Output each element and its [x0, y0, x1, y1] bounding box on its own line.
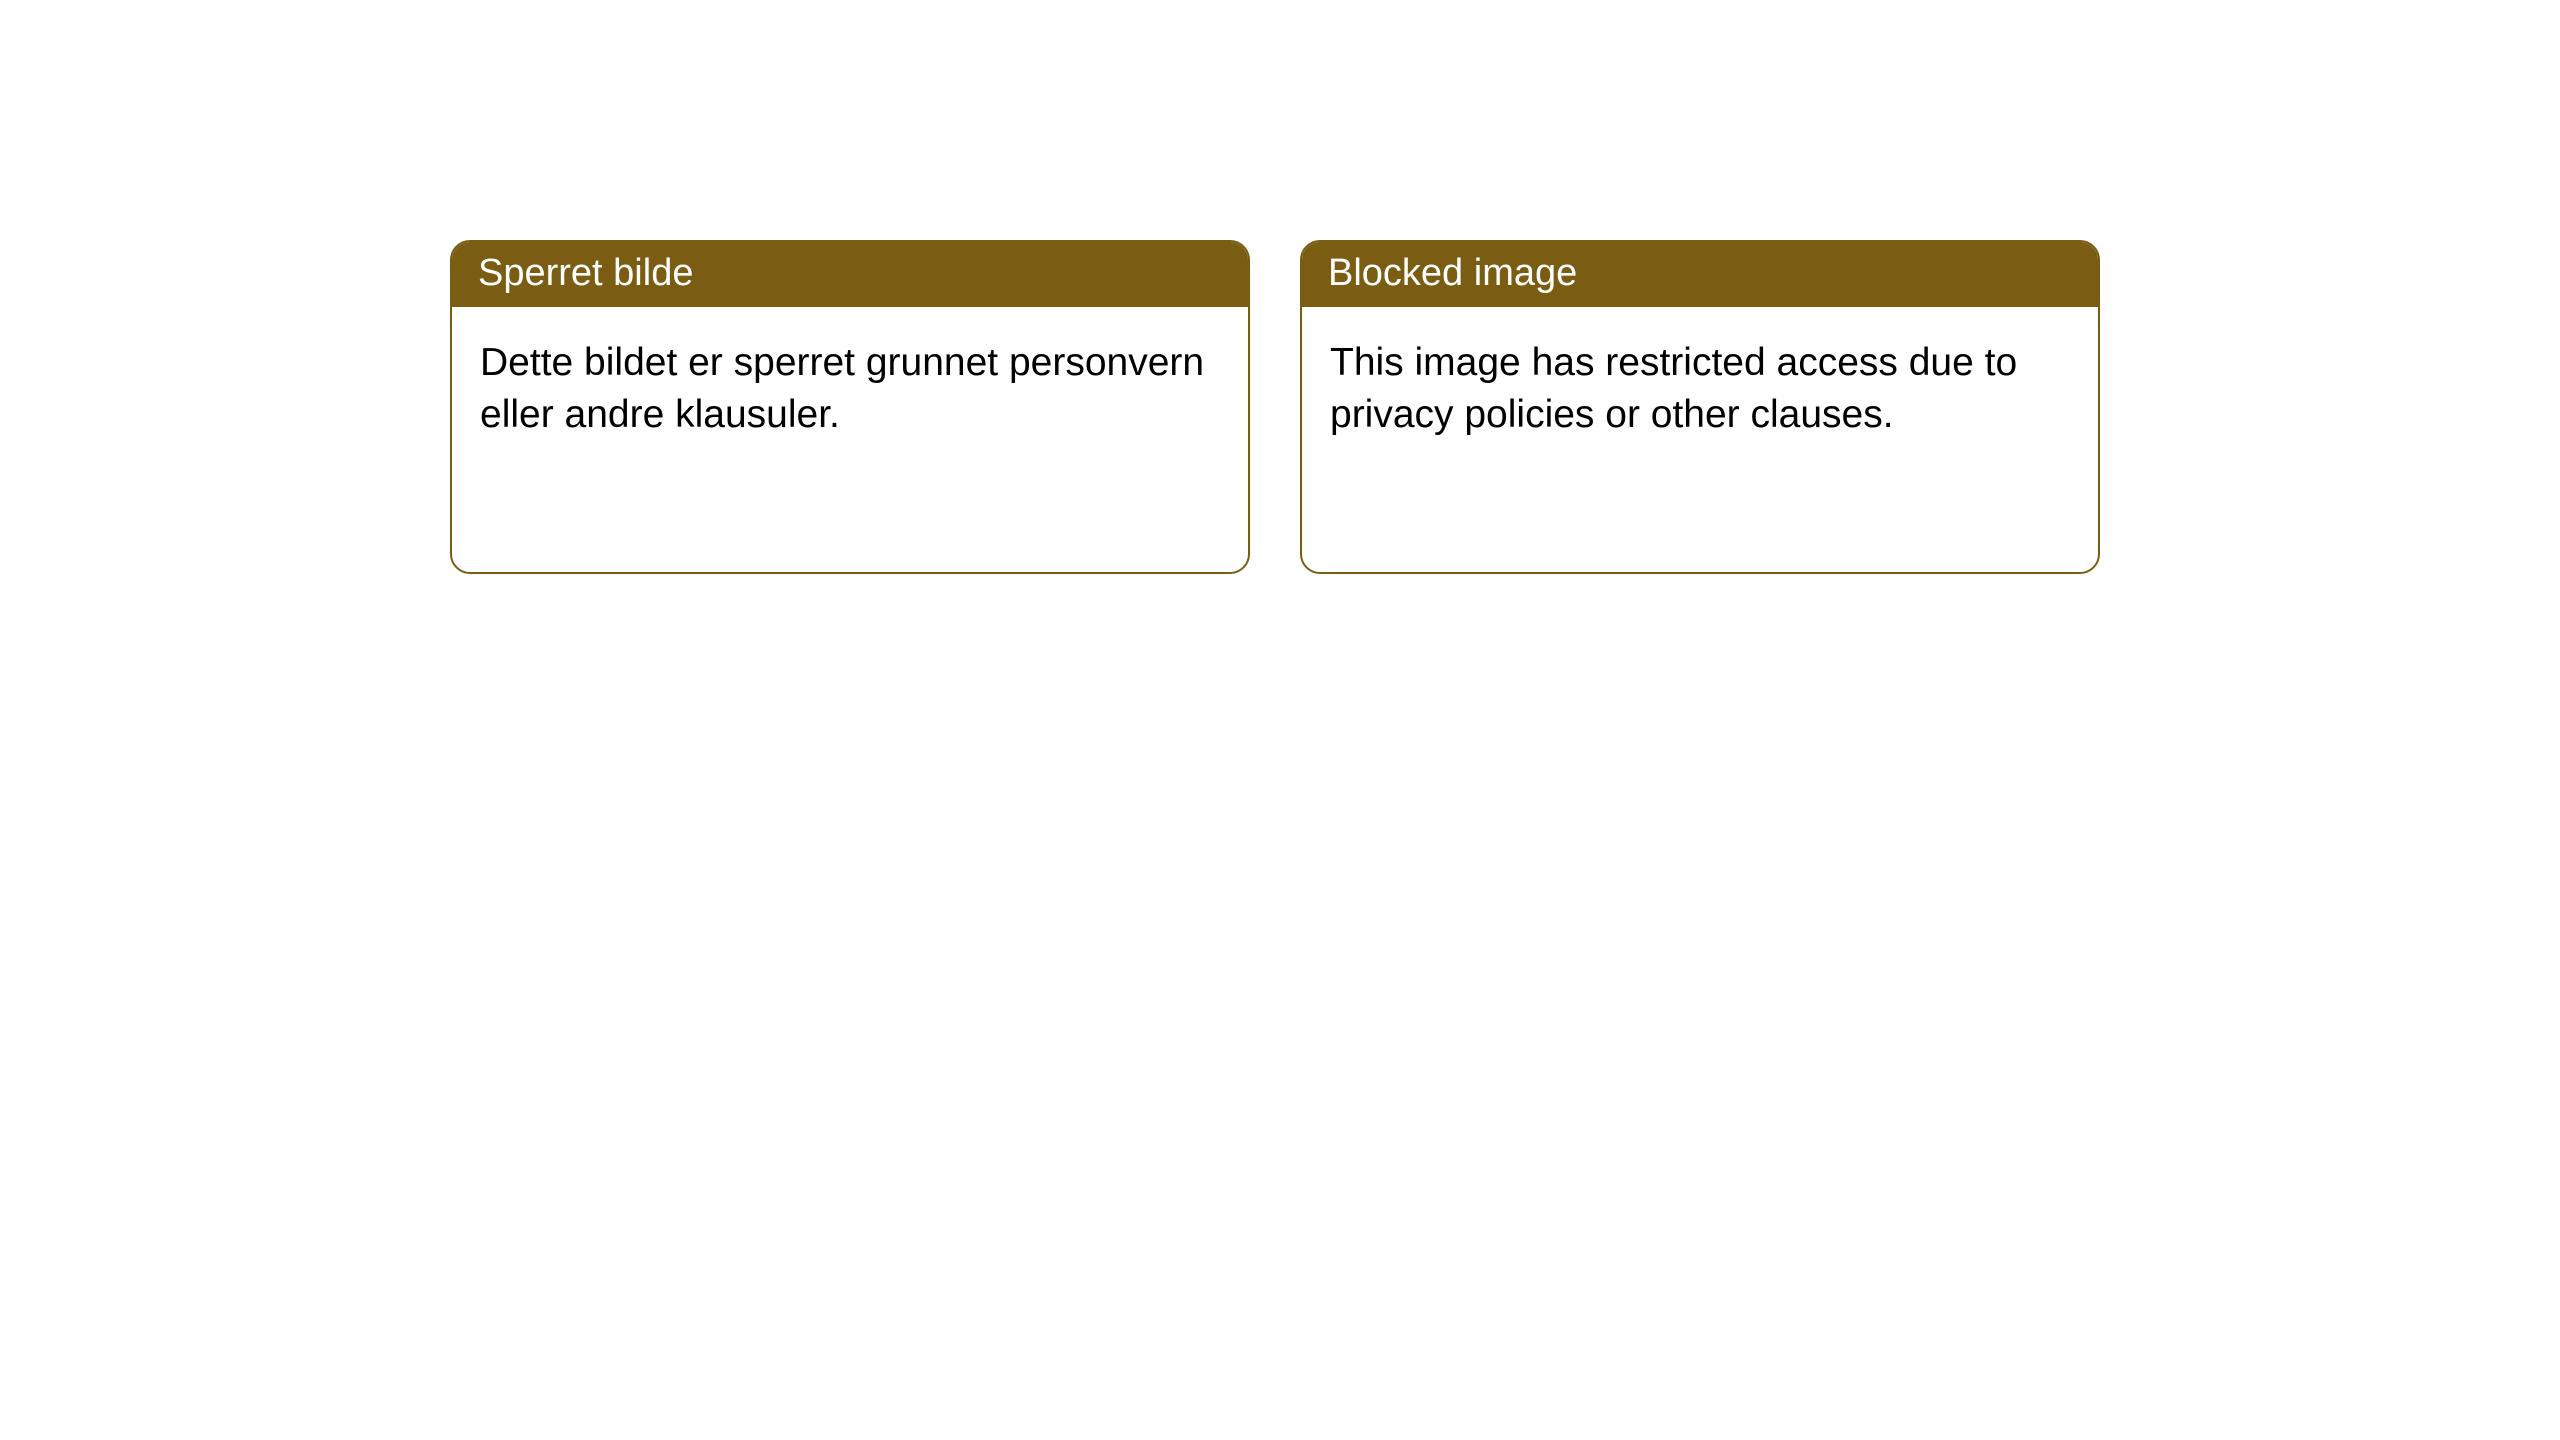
notice-card-english: Blocked image This image has restricted … [1300, 240, 2100, 574]
notice-card-norwegian: Sperret bilde Dette bildet er sperret gr… [450, 240, 1250, 574]
card-body: Dette bildet er sperret grunnet personve… [452, 307, 1248, 471]
notice-container: Sperret bilde Dette bildet er sperret gr… [0, 0, 2560, 574]
card-title: Sperret bilde [478, 252, 693, 294]
card-header: Sperret bilde [452, 242, 1248, 307]
card-body-text: This image has restricted access due to … [1330, 341, 2017, 436]
card-body: This image has restricted access due to … [1302, 307, 2098, 471]
card-body-text: Dette bildet er sperret grunnet personve… [480, 341, 1204, 436]
card-header: Blocked image [1302, 242, 2098, 307]
card-title: Blocked image [1328, 252, 1577, 294]
